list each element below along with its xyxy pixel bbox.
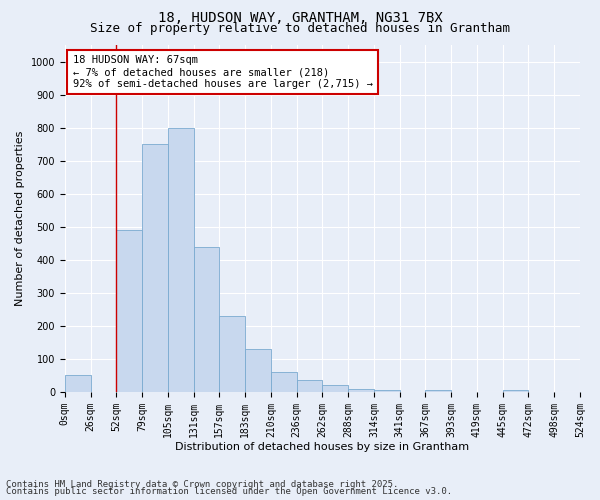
Bar bbox=[245, 349, 271, 392]
Bar bbox=[142, 144, 168, 392]
Bar bbox=[65, 376, 91, 392]
Y-axis label: Number of detached properties: Number of detached properties bbox=[15, 131, 25, 306]
Bar bbox=[220, 316, 245, 392]
Text: 18, HUDSON WAY, GRANTHAM, NG31 7BX: 18, HUDSON WAY, GRANTHAM, NG31 7BX bbox=[158, 11, 442, 25]
X-axis label: Distribution of detached houses by size in Grantham: Distribution of detached houses by size … bbox=[175, 442, 469, 452]
Text: 18 HUDSON WAY: 67sqm
← 7% of detached houses are smaller (218)
92% of semi-detac: 18 HUDSON WAY: 67sqm ← 7% of detached ho… bbox=[73, 56, 373, 88]
Bar bbox=[425, 390, 451, 392]
Bar bbox=[168, 128, 194, 392]
Bar bbox=[503, 390, 529, 392]
Bar bbox=[374, 390, 400, 392]
Bar bbox=[271, 372, 296, 392]
Text: Size of property relative to detached houses in Grantham: Size of property relative to detached ho… bbox=[90, 22, 510, 35]
Bar bbox=[348, 388, 374, 392]
Bar bbox=[194, 246, 220, 392]
Text: Contains public sector information licensed under the Open Government Licence v3: Contains public sector information licen… bbox=[6, 487, 452, 496]
Text: Contains HM Land Registry data © Crown copyright and database right 2025.: Contains HM Land Registry data © Crown c… bbox=[6, 480, 398, 489]
Bar bbox=[296, 380, 322, 392]
Bar bbox=[116, 230, 142, 392]
Bar bbox=[322, 386, 348, 392]
